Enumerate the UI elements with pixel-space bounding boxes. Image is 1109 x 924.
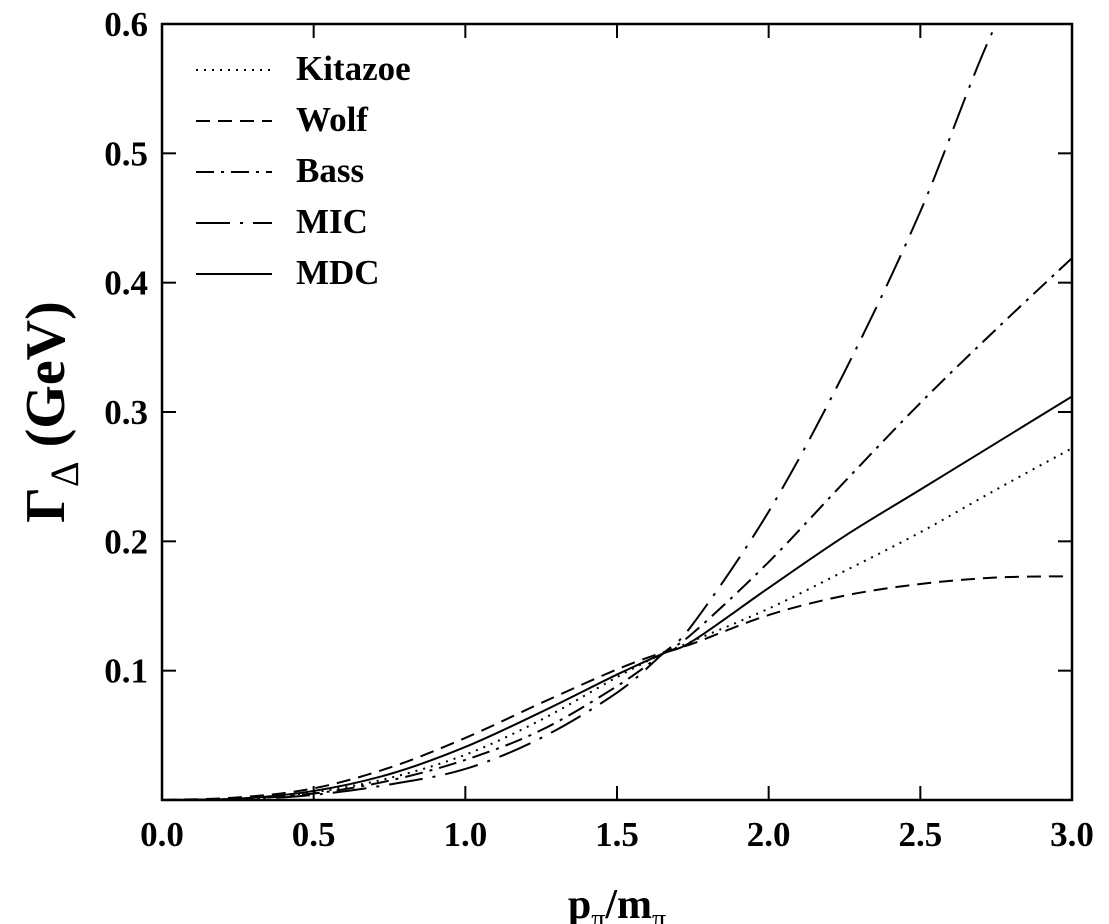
- series-line-mdc: [162, 395, 1072, 800]
- y-tick-label: 0.2: [104, 522, 148, 561]
- x-tick-label: 0.5: [292, 815, 336, 854]
- legend-label-mic: MIC: [296, 202, 368, 241]
- y-axis-title: ΓΔ (GeV): [15, 301, 87, 523]
- x-tick-label: 0.0: [140, 815, 184, 854]
- x-tick-label: 1.0: [443, 815, 487, 854]
- plot-frame: [160, 22, 1074, 802]
- legend-label-mdc: MDC: [296, 253, 380, 292]
- series-line-mic: [162, 24, 998, 800]
- x-tick-label: 3.0: [1050, 815, 1094, 854]
- legend-label-bass: Bass: [296, 151, 364, 190]
- y-tick-label: 0.6: [104, 5, 148, 44]
- series-line-bass: [162, 257, 1072, 800]
- series-layer: [162, 24, 1072, 800]
- series-line-wolf: [162, 575, 1072, 800]
- y-tick-label: 0.1: [104, 652, 148, 691]
- x-tick-label: 2.5: [898, 815, 942, 854]
- y-tick-label: 0.3: [104, 393, 148, 432]
- legend-label-wolf: Wolf: [296, 100, 368, 139]
- ticks-layer: 0.0 0.5 1.0 1.5 2.0 2.5 3.0 0.1 0.2 0.3 0.4 0.5 0.6: [104, 5, 1094, 854]
- x-tick-label: 1.5: [595, 815, 639, 854]
- y-tick-label: 0.5: [104, 134, 148, 173]
- y-tick-label: 0.4: [104, 264, 148, 303]
- series-line-kitazoe: [162, 447, 1072, 800]
- legend-label-kitazoe: Kitazoe: [296, 49, 411, 88]
- legend: Kitazoe Wolf Bass MIC MDC: [196, 49, 411, 292]
- x-axis-title: pπ/mπ: [568, 882, 666, 924]
- x-tick-label: 2.0: [747, 815, 791, 854]
